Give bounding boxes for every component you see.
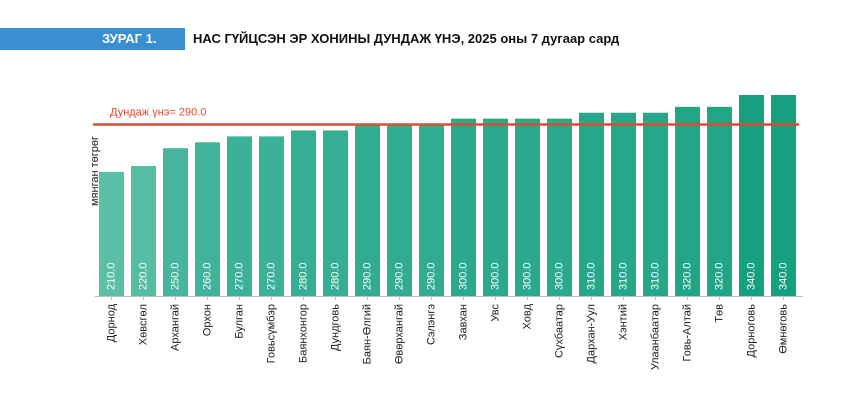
bar [355,124,380,296]
bar-value-label: 310.0 [649,262,661,290]
category-label: Дархан-Уул [585,304,597,363]
bar-value-label: 280.0 [329,262,341,290]
bar-value-label: 210.0 [105,262,117,290]
bar-value-label: 260.0 [201,262,213,290]
bar [259,136,284,296]
category-label: Орхон [201,304,213,336]
category-label: Өмнөговь [777,304,789,354]
bar [771,95,796,296]
bar-value-label: 300.0 [489,262,501,290]
bar [547,118,572,296]
bar-value-label: 290.0 [425,262,437,290]
bar [291,130,316,296]
category-label: Увс [489,304,501,322]
bar-value-label: 300.0 [521,262,533,290]
bar [707,106,732,296]
bar-value-label: 340.0 [745,262,757,290]
category-label: Дундговь [329,304,341,351]
bar [323,130,348,296]
category-label: Хэнтий [617,304,629,340]
bar [163,148,188,296]
bar [611,112,636,296]
category-label: Өвөрхангай [393,304,405,364]
bar-value-label: 300.0 [457,262,469,290]
bar-value-label: 220.0 [137,262,149,290]
category-label: Говь-Алтай [681,304,693,362]
bar [195,142,220,296]
chart-title: НАС ГҮЙЦСЭН ЭР ХОНИНЫ ДУНДАЖ ҮНЭ, 2025 о… [193,31,620,46]
bar-value-label: 280.0 [297,262,309,290]
category-label: Сэлэнгэ [425,304,437,345]
bar [419,124,444,296]
bar [99,171,124,296]
category-label: Төв [713,304,725,323]
bar-value-label: 250.0 [169,262,181,290]
category-label: Улаанбаатар [649,304,661,370]
bar-value-label: 320.0 [681,262,693,290]
category-label: Архангай [169,304,181,351]
category-label: Ховд [521,303,533,329]
figure-header: ЗУРАГ 1. НАС ГҮЙЦСЭН ЭР ХОНИНЫ ДУНДАЖ ҮН… [0,28,841,50]
category-label: Говьсүмбэр [265,304,277,363]
category-label: Баян-Өлгий [361,304,373,364]
bar [579,112,604,296]
bar [451,118,476,296]
bar [739,95,764,296]
bar-value-label: 270.0 [233,262,245,290]
category-label: Дорноговь [745,304,757,358]
bar-value-label: 270.0 [265,262,277,290]
bar-value-label: 290.0 [393,262,405,290]
category-label: Булган [233,304,245,339]
bar-value-label: 340.0 [777,262,789,290]
bar-value-label: 300.0 [553,262,565,290]
bar-value-label: 310.0 [585,262,597,290]
category-label: Сүхбаатар [553,304,565,358]
bar [643,112,668,296]
category-label: Завхан [457,304,469,340]
category-label: Дорнод [105,303,117,342]
bar [387,124,412,296]
bar [483,118,508,296]
bar-value-label: 320.0 [713,262,725,290]
category-label: Баянхонгор [297,304,309,363]
bar [675,106,700,296]
category-label: Хөвсгөл [137,304,149,345]
bar [227,136,252,296]
bar-value-label: 310.0 [617,262,629,290]
bar-value-label: 290.0 [361,262,373,290]
average-label: Дундаж үнэ= 290.0 [110,107,206,119]
bar [515,118,540,296]
bar [131,165,156,296]
figure-badge: ЗУРАГ 1. [0,28,185,50]
